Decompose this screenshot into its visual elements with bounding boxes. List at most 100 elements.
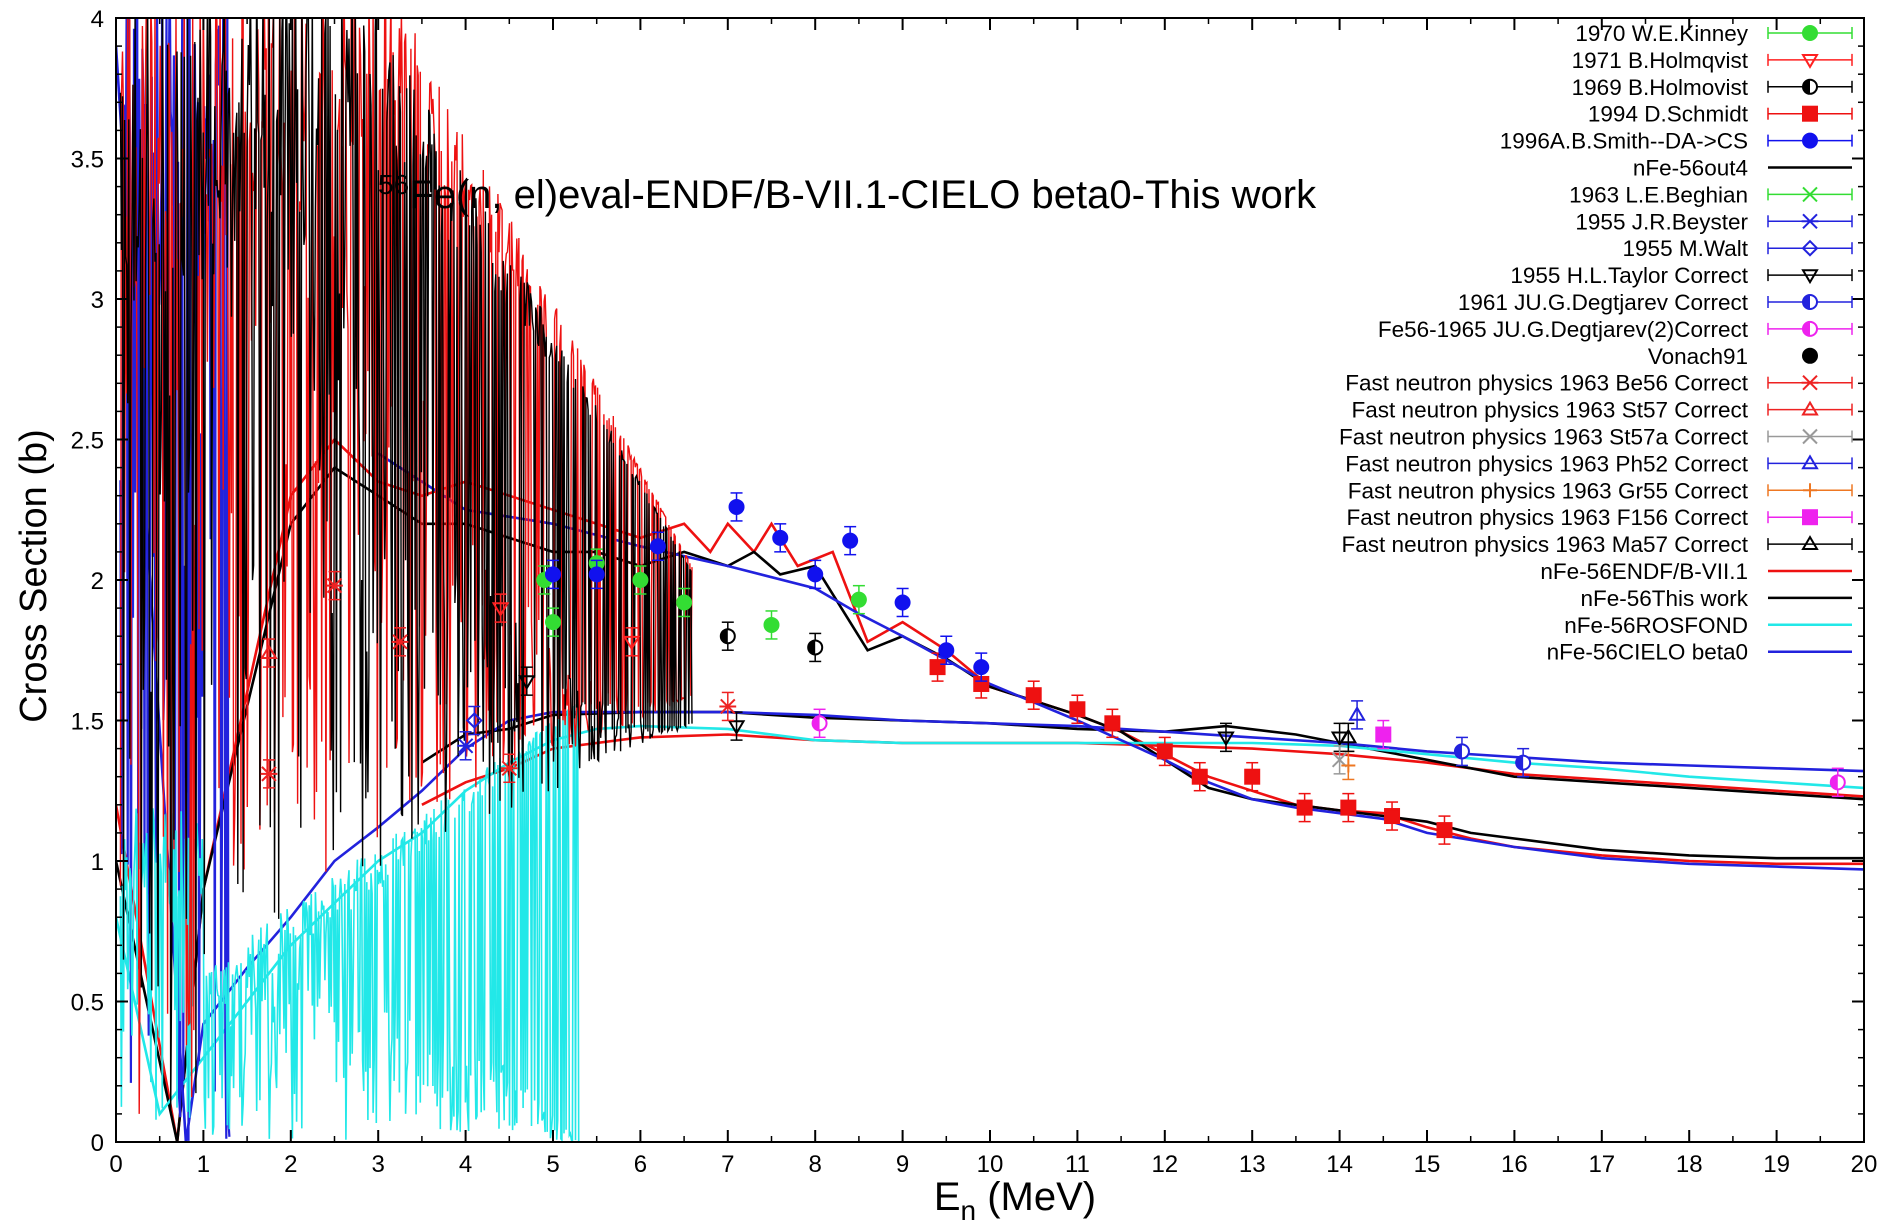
legend-item: nFe-56ROSFOND (1564, 613, 1852, 638)
data-point (929, 659, 946, 676)
data-point (676, 594, 693, 611)
legend-item: 1955 H.L.Taylor Correct (1510, 263, 1853, 288)
x-axis-label-sub: n (961, 1195, 977, 1224)
x-tick-label: 2 (284, 1151, 297, 1178)
data-point (719, 698, 737, 715)
x-tick-label: 8 (809, 1151, 822, 1178)
series-line (116, 724, 1864, 1117)
data-point (1801, 374, 1819, 391)
data-point (1802, 509, 1818, 526)
legend-label: Fast neutron physics 1963 F156 Correct (1347, 505, 1749, 530)
x-tick-label: 20 (1851, 1151, 1878, 1178)
y-tick-label: 2.5 (71, 428, 104, 455)
legend-item: Vonach91 (1648, 344, 1818, 369)
legend-label: Fe56-1965 JU.G.Degtjarev(2)Correct (1378, 317, 1749, 342)
data-point (1802, 428, 1818, 445)
x-tick-label: 11 (1065, 1151, 1090, 1178)
legend-label: nFe-56out4 (1633, 156, 1748, 181)
legend-label: 1961 JU.G.Degtjarev Correct (1458, 290, 1749, 315)
data-point (938, 642, 955, 659)
x-tick-label: 0 (109, 1151, 122, 1178)
data-point (1802, 132, 1818, 149)
y-tick-label: 0 (91, 1130, 104, 1157)
data-point (1244, 768, 1261, 785)
series-points (1348, 700, 1366, 730)
series-points (465, 705, 483, 736)
x-axis-label-main: E (934, 1175, 961, 1219)
series-points (719, 621, 824, 663)
data-point (1802, 186, 1818, 203)
data-point (391, 634, 409, 650)
axis-layer: 0 1 2 3 4 5 6 7 8 9 10 11 12 13 14 15 16 17 18 19 2000.511.5… (71, 6, 1878, 1178)
series-points (1331, 745, 1348, 775)
legend-item: Fast neutron physics 1963 Ph52 Correct (1345, 451, 1853, 476)
title-superscript: 56 (378, 169, 409, 200)
data-point (1104, 715, 1121, 732)
y-tick-label: 2 (91, 568, 104, 595)
legend-label: Fast neutron physics 1963 Ma57 Correct (1342, 532, 1749, 557)
legend-label: 1963 L.E.Beghian (1569, 182, 1748, 207)
data-point (518, 675, 536, 691)
series-line (116, 46, 1864, 1142)
x-tick-label: 16 (1501, 1151, 1528, 1178)
data-point (1801, 454, 1819, 470)
legend-item: 1971 B.Holmqvist (1572, 48, 1853, 73)
data-point (894, 594, 911, 611)
legend-label: 1955 M.Walt (1623, 236, 1749, 261)
data-point-fill (808, 640, 816, 655)
legend-item: 1955 M.Walt (1623, 236, 1853, 261)
legend-item: 1961 JU.G.Degtjarev Correct (1458, 290, 1853, 315)
x-tick-label: 10 (977, 1151, 1004, 1178)
legend-label: 1955 J.R.Beyster (1575, 209, 1748, 234)
y-tick-label: 4 (91, 6, 104, 33)
x-tick-label: 14 (1326, 1151, 1353, 1178)
series-points (260, 570, 737, 789)
legend-label: nFe-56This work (1580, 586, 1748, 611)
data-point (1801, 269, 1819, 285)
legend-item: 1996A.B.Smith--DA->CS (1500, 129, 1853, 154)
chart-title: 56Fe(n, el)eval-ENDF/B-VII.1-CIELO beta0… (378, 169, 1317, 217)
data-point (1801, 535, 1819, 550)
data-point-fill (1516, 755, 1524, 770)
legend-item: Fast neutron physics 1963 St57 Correct (1352, 398, 1853, 423)
data-point (1296, 799, 1313, 816)
data-point (622, 635, 641, 651)
legend-label: Fast neutron physics 1963 St57a Correct (1339, 425, 1749, 450)
y-tick-label: 1.5 (71, 709, 104, 736)
data-point (850, 591, 867, 608)
data-point (1348, 705, 1366, 721)
x-axis-label: En (MeV) (934, 1175, 1096, 1224)
data-point (491, 602, 510, 618)
series-line-branch (377, 452, 1864, 871)
series-points (536, 548, 867, 640)
legend-label: 1969 B.Holmovist (1572, 75, 1749, 100)
data-point-fill (1803, 295, 1810, 309)
data-point-fill (1830, 775, 1838, 790)
series-points (1375, 719, 1392, 750)
data-point (1384, 808, 1401, 825)
data-point-fill (1454, 744, 1462, 759)
legend-label: 1996A.B.Smith--DA->CS (1500, 129, 1748, 154)
x-tick-label: 9 (896, 1151, 909, 1178)
legend-item: Fast neutron physics 1963 Be56 Correct (1345, 371, 1853, 396)
data-point (1801, 239, 1819, 257)
x-tick-label: 4 (459, 1151, 472, 1178)
data-point (649, 538, 666, 555)
data-point (728, 498, 745, 515)
x-tick-label: 1 (197, 1151, 210, 1178)
data-point (545, 614, 561, 631)
data-point (842, 532, 859, 549)
data-point (1191, 768, 1208, 785)
legend-label: nFe-56ENDF/B-VII.1 (1540, 559, 1748, 584)
data-point (260, 766, 278, 782)
data-point (973, 659, 990, 676)
data-point (1436, 822, 1453, 839)
legend-item: 1955 J.R.Beyster (1575, 209, 1853, 234)
resonance-trace (119, 18, 693, 1110)
y-tick-label: 3 (91, 287, 104, 314)
legend-item: Fast neutron physics 1963 Gr55 Correct (1348, 478, 1853, 503)
y-tick-label: 3.5 (71, 147, 104, 174)
legend-item: Fast neutron physics 1963 F156 Correct (1347, 505, 1853, 530)
